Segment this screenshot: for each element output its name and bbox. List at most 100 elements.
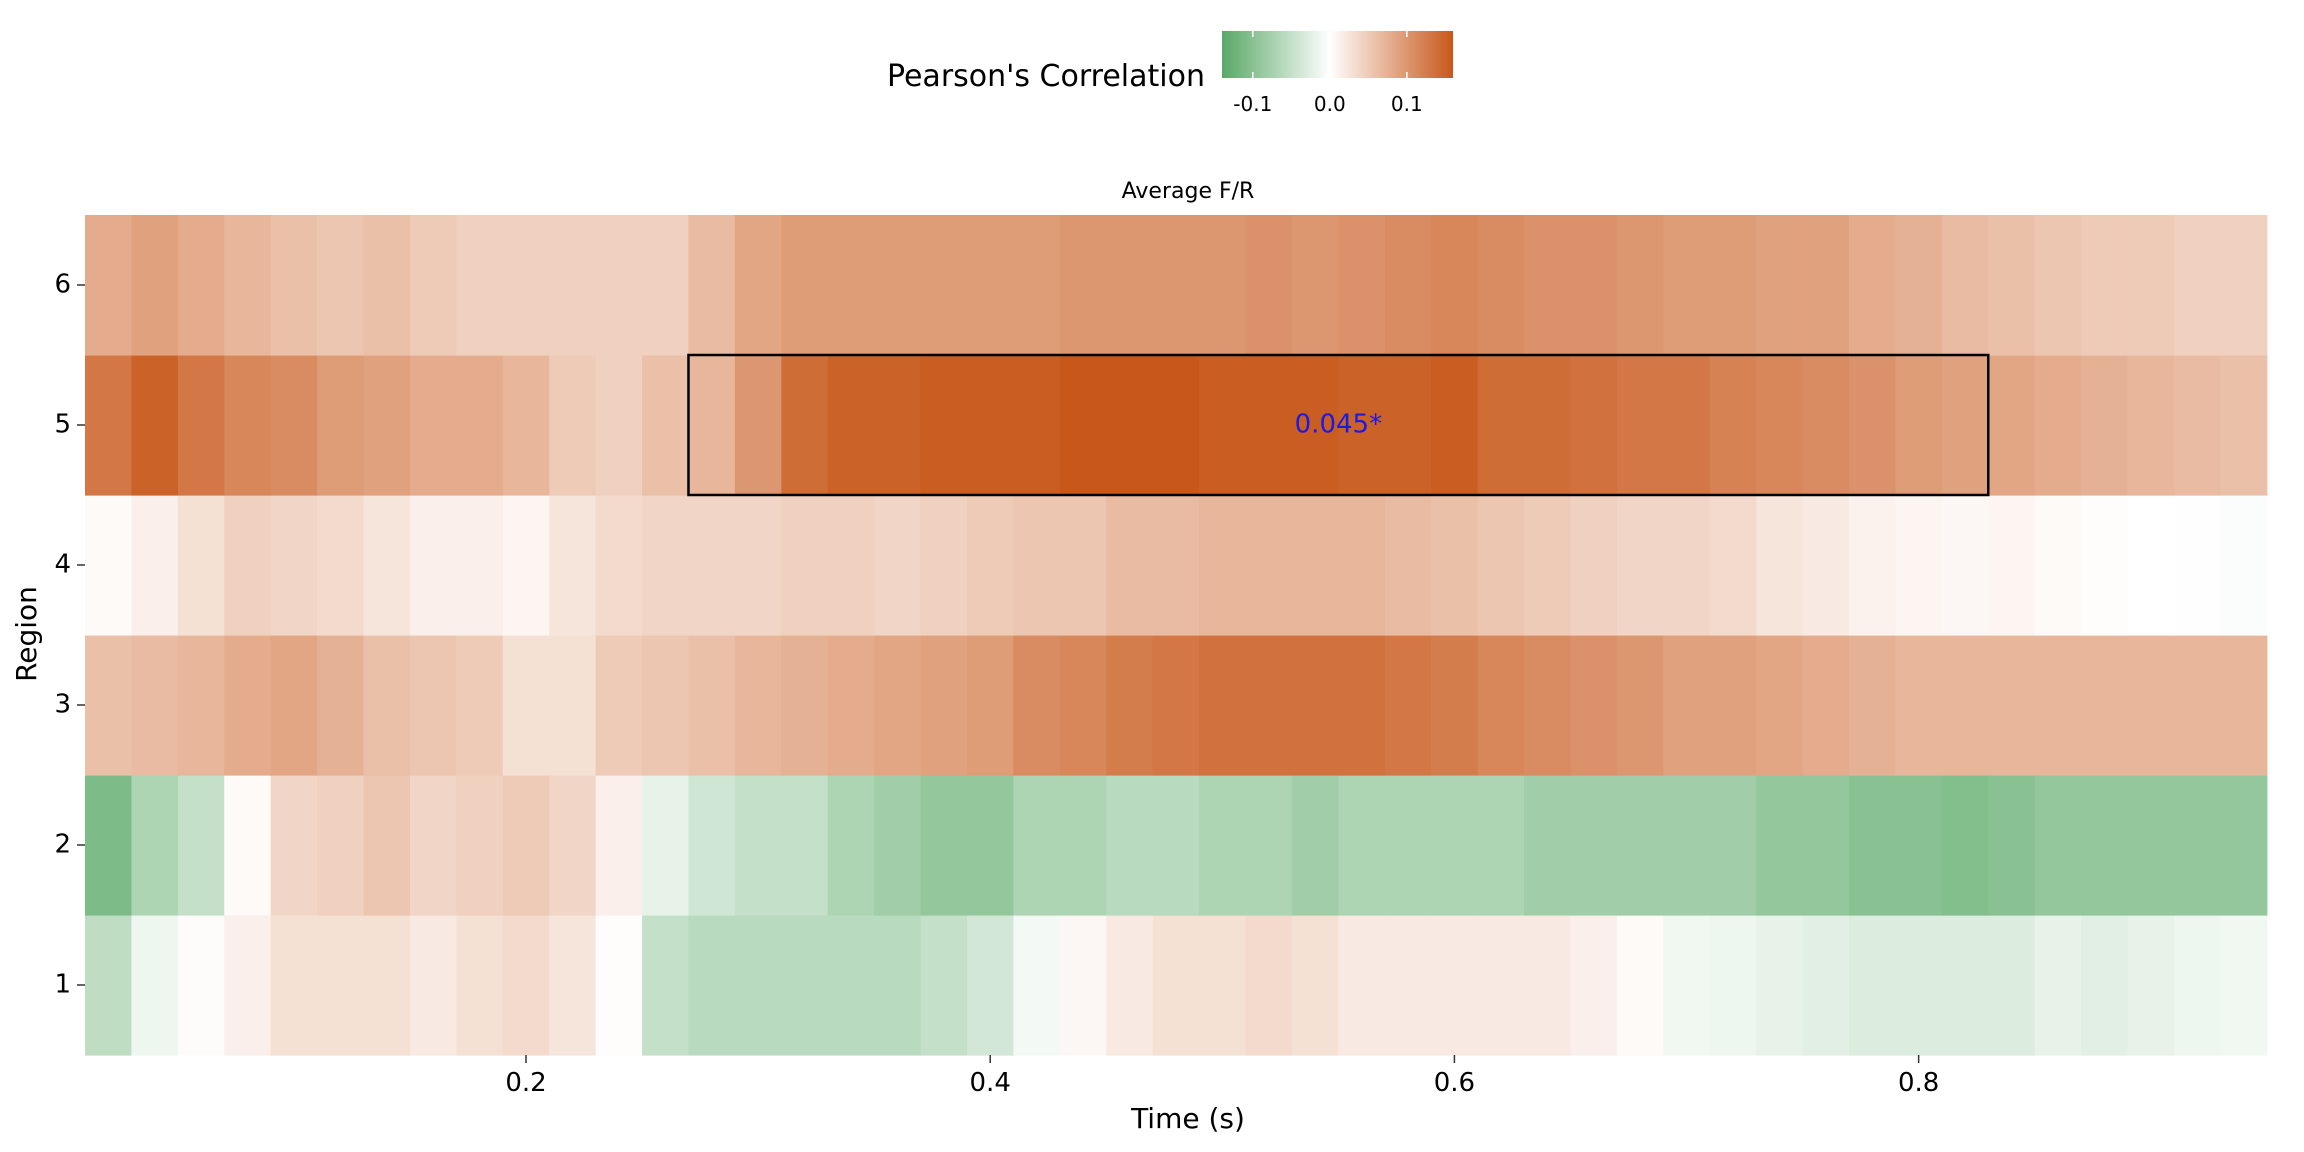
y-tick-label: 4 (54, 550, 71, 580)
heatmap-cell (642, 495, 690, 636)
heatmap-cell (177, 355, 225, 496)
heatmap-cell (1291, 635, 1339, 776)
heatmap-cell (1199, 215, 1247, 356)
heatmap-cell (2081, 915, 2129, 1056)
heatmap-cell (1245, 635, 1293, 776)
heatmap-cell (2220, 215, 2268, 356)
heatmap-cell (2034, 635, 2082, 776)
heatmap-cell (1663, 915, 1711, 1056)
heatmap-cell (131, 495, 179, 636)
heatmap-cell (1245, 915, 1293, 1056)
heatmap-cell (1616, 915, 1664, 1056)
heatmap-cell (642, 355, 690, 496)
heatmap-cell (874, 775, 922, 916)
heatmap-cell (642, 775, 690, 916)
heatmap-cell (1013, 635, 1061, 776)
heatmap-cell (1802, 355, 1850, 496)
heatmap-cell (1895, 355, 1943, 496)
heatmap-cell (1152, 215, 1200, 356)
heatmap-cell (85, 915, 133, 1056)
heatmap-cell (1709, 495, 1757, 636)
heatmap-cell (363, 775, 411, 916)
heatmap-cell (1524, 495, 1572, 636)
heatmap-cell (2127, 915, 2175, 1056)
heatmap-cell (1756, 215, 1804, 356)
legend-colorbar (1222, 31, 1453, 78)
heatmap-cell (409, 495, 457, 636)
heatmap-cell (827, 355, 875, 496)
heatmap-cell (1709, 775, 1757, 916)
heatmap-cell (1988, 355, 2036, 496)
heatmap-cell (920, 355, 968, 496)
heatmap-cell (1338, 635, 1386, 776)
heatmap-cell (1059, 355, 1107, 496)
heatmap-cell (781, 915, 829, 1056)
heatmap-cell (1570, 915, 1618, 1056)
heatmap-cell (409, 215, 457, 356)
heatmap-cell (270, 495, 318, 636)
heatmap-cell (85, 775, 133, 916)
heatmap-cell (1709, 915, 1757, 1056)
heatmap-cell (502, 215, 550, 356)
heatmap-cell (1106, 915, 1154, 1056)
heatmap-cell (920, 215, 968, 356)
heatmap-cell (2034, 915, 2082, 1056)
heatmap-cell (1477, 215, 1525, 356)
heatmap-cell (874, 215, 922, 356)
heatmap-cell (595, 775, 643, 916)
heatmap-cell (1106, 635, 1154, 776)
heatmap-cell (2127, 635, 2175, 776)
heatmap-cell (1013, 775, 1061, 916)
heatmap-cell (1941, 355, 1989, 496)
heatmap-cell (1013, 495, 1061, 636)
heatmap-cell (502, 635, 550, 776)
heatmap-cell (177, 215, 225, 356)
heatmap-cell (874, 495, 922, 636)
heatmap-cell (1059, 915, 1107, 1056)
legend-tick-label: -0.1 (1233, 92, 1272, 116)
heatmap-cell (1988, 915, 2036, 1056)
heatmap-cell (549, 915, 597, 1056)
heatmap-cell (1106, 215, 1154, 356)
heatmap-cell (688, 495, 736, 636)
facet-title: Average F/R (1122, 179, 1255, 204)
heatmap-cell (270, 775, 318, 916)
heatmap-cell (2081, 495, 2129, 636)
y-tick-label: 5 (54, 410, 71, 440)
heatmap-cell (1616, 495, 1664, 636)
heatmap-cell (2220, 775, 2268, 916)
x-axis-title: Time (s) (1130, 1102, 1245, 1135)
heatmap-cell (781, 495, 829, 636)
heatmap-cell (595, 635, 643, 776)
heatmap-cell (1756, 355, 1804, 496)
heatmap-cell (595, 355, 643, 496)
heatmap-cell (1988, 215, 2036, 356)
heatmap-cell (1431, 775, 1479, 916)
heatmap-cell (1802, 495, 1850, 636)
heatmap-cell (502, 355, 550, 496)
heatmap-cell (224, 635, 272, 776)
heatmap-cell (1059, 215, 1107, 356)
heatmap-cell (456, 635, 504, 776)
heatmap-cell (1895, 915, 1943, 1056)
heatmap-cell (2081, 215, 2129, 356)
heatmap-cell (1895, 215, 1943, 356)
heatmap-cell (131, 915, 179, 1056)
heatmap-cell (317, 355, 365, 496)
heatmap-cells (85, 215, 2268, 1056)
heatmap-cell (1106, 775, 1154, 916)
heatmap-cell (1756, 775, 1804, 916)
heatmap-cell (1849, 915, 1897, 1056)
heatmap-cell (456, 915, 504, 1056)
heatmap-cell (827, 915, 875, 1056)
heatmap-cell (1245, 495, 1293, 636)
heatmap-cell (131, 215, 179, 356)
heatmap-cell (409, 635, 457, 776)
heatmap-cell (177, 635, 225, 776)
heatmap-cell (1199, 355, 1247, 496)
heatmap-cell (967, 495, 1015, 636)
heatmap-cell (1431, 215, 1479, 356)
heatmap-cell (1802, 635, 1850, 776)
heatmap-cell (409, 355, 457, 496)
y-tick-label: 6 (54, 270, 71, 300)
